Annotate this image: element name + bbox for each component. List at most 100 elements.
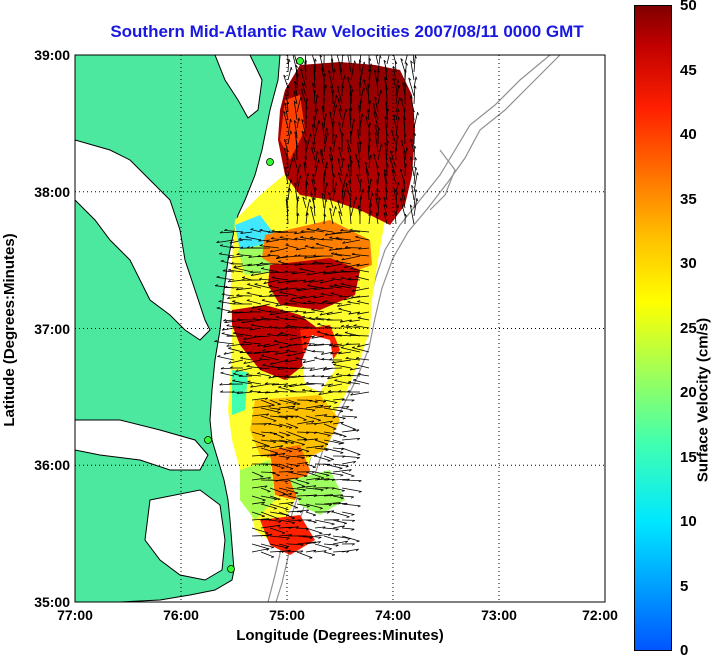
velocity-vector: [251, 445, 267, 449]
vector-head: [401, 188, 405, 192]
vector-head: [342, 183, 345, 187]
vector-head: [408, 77, 412, 81]
velocity-vector: [350, 295, 370, 299]
velocity-vector: [312, 142, 316, 153]
velocity-vector: [304, 55, 307, 65]
vector-head: [335, 134, 338, 138]
velocity-vector: [314, 533, 331, 537]
velocity-vector: [246, 366, 262, 369]
velocity-vector: [286, 196, 289, 209]
velocity-vector: [332, 398, 345, 401]
vector-head: [300, 235, 304, 238]
vector-head: [335, 259, 339, 262]
velocity-vector: [287, 519, 302, 521]
velocity-vector: [332, 535, 351, 539]
vector-head: [360, 100, 363, 104]
vector-head: [284, 480, 288, 483]
vector-head: [332, 416, 336, 419]
vector-head: [410, 138, 413, 142]
vector-head: [334, 247, 338, 250]
vector-head: [353, 461, 356, 464]
vector-head: [321, 192, 325, 196]
vector-head: [289, 187, 291, 191]
velocity-vector: [260, 543, 274, 548]
vector-head: [290, 442, 295, 445]
velocity-vector: [260, 407, 281, 413]
vector-head: [367, 109, 370, 113]
vector-head: [260, 267, 265, 269]
vector-head: [232, 379, 236, 382]
velocity-vector: [277, 334, 289, 337]
vector-head: [385, 152, 388, 156]
velocity-vector: [347, 374, 361, 377]
vector-head: [340, 494, 344, 497]
velocity-vector: [269, 431, 285, 438]
velocity-vector: [349, 229, 370, 233]
vector-head: [333, 68, 336, 72]
velocity-vector: [410, 95, 415, 113]
velocity-vector: [296, 479, 310, 484]
vector-head: [415, 76, 418, 80]
vector-head: [256, 263, 260, 267]
vector-head: [316, 228, 320, 230]
velocity-vector: [304, 61, 307, 81]
velocity-vector: [341, 487, 362, 492]
vector-head: [286, 457, 290, 460]
vector-head: [285, 244, 289, 246]
velocity-vector: [323, 423, 337, 430]
vector-head: [307, 300, 311, 302]
vector-head: [306, 181, 309, 185]
vector-head: [343, 55, 345, 57]
vector-head: [279, 331, 283, 334]
vector-head: [339, 410, 344, 413]
vector-head: [219, 230, 223, 234]
vector-head: [228, 347, 232, 349]
velocity-vector: [296, 541, 317, 545]
velocity-vector: [345, 247, 361, 249]
vector-head: [227, 255, 231, 259]
velocity-vector: [278, 471, 294, 473]
velocity-vector: [221, 294, 235, 297]
velocity-vector: [302, 335, 316, 339]
vector-head: [330, 252, 335, 254]
velocity-vector: [303, 359, 316, 364]
velocity-vector: [247, 284, 262, 289]
vector-head: [327, 384, 331, 387]
vector-head: [323, 84, 326, 88]
velocity-vector: [376, 78, 379, 97]
velocity-vector: [278, 386, 298, 393]
velocity-vector: [270, 238, 289, 241]
velocity-vector: [331, 278, 343, 281]
vector-head: [259, 228, 263, 231]
vector-head: [288, 343, 292, 346]
velocity-vector: [349, 192, 352, 209]
velocity-vector: [321, 192, 325, 209]
velocity-vector: [246, 292, 262, 297]
vector-head: [294, 81, 297, 84]
vector-head: [399, 97, 401, 101]
vector-head: [363, 87, 365, 91]
velocity-vector: [330, 293, 343, 297]
velocity-vector: [314, 519, 335, 525]
vector-head: [360, 178, 363, 182]
vector-head: [341, 257, 345, 261]
vector-head: [357, 159, 361, 163]
vector-head: [301, 366, 305, 369]
vector-head: [300, 550, 304, 553]
vector-head: [231, 390, 235, 393]
vector-head: [329, 111, 333, 115]
velocity-vector: [287, 351, 307, 357]
vector-head: [346, 406, 350, 409]
velocity-vector: [367, 144, 370, 161]
vector-head: [295, 309, 299, 312]
velocity-vector: [283, 383, 298, 388]
vector-head: [266, 534, 270, 538]
vector-head: [392, 50, 394, 52]
velocity-vector: [359, 55, 362, 65]
vector-head: [370, 210, 373, 214]
velocity-vector: [337, 200, 343, 217]
vector-head: [347, 300, 351, 303]
velocity-vector: [350, 391, 370, 396]
vector-head: [219, 252, 223, 255]
velocity-vector: [269, 495, 281, 500]
